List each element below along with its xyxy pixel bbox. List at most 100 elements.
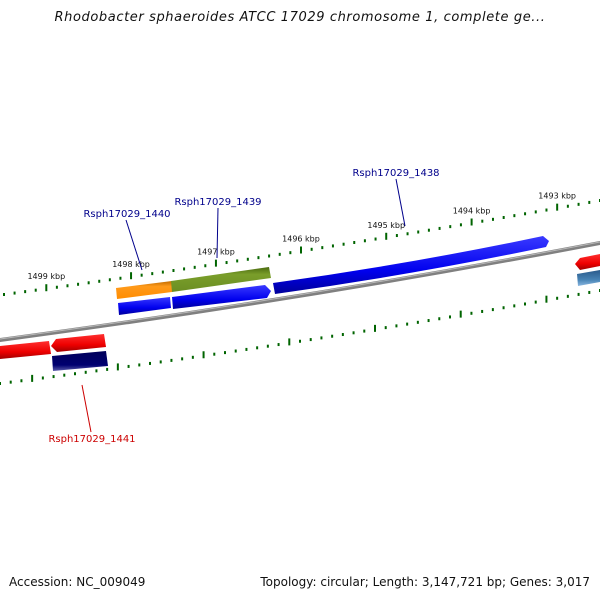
ruler-minor-tick xyxy=(342,242,345,246)
ruler-minor-tick xyxy=(545,208,548,212)
ruler-minor-tick xyxy=(534,210,537,214)
gene-label-rsph17029-1440[interactable]: Rsph17029_1440 xyxy=(83,209,170,220)
ruler-minor-tick xyxy=(406,322,409,326)
gene-label-rsph17029-1441[interactable]: Rsph17029_1441 xyxy=(48,434,135,445)
ruler-minor-tick xyxy=(140,273,143,277)
gene-label-rsph17029-1439[interactable]: Rsph17029_1439 xyxy=(174,197,261,208)
ruler-minor-tick xyxy=(84,370,87,374)
ruler-minor-tick xyxy=(502,306,505,310)
ruler-minor-tick xyxy=(181,357,184,361)
chromosome-backbone xyxy=(0,241,600,342)
ruler-minor-tick xyxy=(77,282,80,286)
ruler-major-tick xyxy=(214,259,217,267)
ruler-minor-tick xyxy=(225,261,228,265)
ruler-minor-tick xyxy=(513,214,516,218)
ruler-minor-tick xyxy=(20,379,23,383)
ruler-minor-tick xyxy=(459,223,462,227)
gene-arrow-rsph17029-1441[interactable] xyxy=(52,351,108,371)
ruler-minor-tick xyxy=(159,360,162,364)
upper-ruler: 1499 kbp 1498 kbp 1497 kbp 1496 kbp 1495 kbp… xyxy=(3,192,600,296)
gene-arrow-rsph17029-1438[interactable] xyxy=(273,236,549,294)
accession-text: Accession: NC_009049 xyxy=(9,575,146,589)
ruler-major-tick xyxy=(45,284,48,292)
gene-label-rsph17029-1438[interactable]: Rsph17029_1438 xyxy=(352,168,439,179)
gene-arrow-olive[interactable] xyxy=(171,267,271,292)
ruler-minor-tick xyxy=(331,244,334,248)
ruler-minor-tick xyxy=(13,291,16,295)
gene-arrow-rsph17029-1440[interactable] xyxy=(118,297,171,315)
ruler-minor-tick xyxy=(395,324,398,328)
ruler-minor-tick xyxy=(406,232,409,236)
ruler-minor-tick xyxy=(588,290,591,294)
ruler-minor-tick xyxy=(87,281,90,285)
ruler-minor-tick xyxy=(234,349,237,353)
chromosome-backbone-highlight xyxy=(0,241,600,340)
ruler-minor-tick xyxy=(577,292,580,296)
ruler-minor-tick xyxy=(310,247,313,251)
ruler-minor-tick xyxy=(277,343,280,347)
ruler-major-tick xyxy=(288,338,291,346)
ruler-minor-tick xyxy=(98,279,101,283)
ruler-major-tick xyxy=(116,363,119,371)
gene-arrow-red-left-edge[interactable] xyxy=(0,341,51,359)
ruler-minor-tick xyxy=(320,336,323,340)
ruler-minor-tick xyxy=(566,204,569,208)
ruler-minor-tick xyxy=(63,373,66,377)
ruler-minor-tick xyxy=(236,259,239,263)
ruler-minor-tick xyxy=(449,225,452,229)
callout-line-1440 xyxy=(125,219,143,271)
ruler-minor-tick xyxy=(193,265,196,269)
ruler-tick-label: 1496 kbp xyxy=(282,235,320,244)
ruler-tick-label: 1494 kbp xyxy=(453,207,491,216)
ruler-minor-tick xyxy=(204,264,207,268)
ruler-minor-tick xyxy=(534,300,537,304)
ruler-tick-label: 1493 kbp xyxy=(538,192,576,201)
ruler-minor-tick xyxy=(353,240,356,244)
ruler-minor-tick xyxy=(470,311,473,315)
ruler-minor-tick xyxy=(321,246,324,250)
gene-arrow-steel-right-edge[interactable] xyxy=(577,270,600,286)
ruler-minor-tick xyxy=(191,355,194,359)
ruler-minor-tick xyxy=(577,202,580,206)
ruler-minor-tick xyxy=(41,376,44,380)
gene-arrow-orange[interactable] xyxy=(116,281,172,299)
ruler-minor-tick xyxy=(309,338,312,342)
ruler-minor-tick xyxy=(491,308,494,312)
ruler-minor-tick xyxy=(331,334,334,338)
ruler-major-tick xyxy=(374,324,376,332)
ruler-minor-tick xyxy=(151,272,154,276)
ruler-minor-tick xyxy=(52,375,55,379)
ruler-minor-tick xyxy=(266,344,269,348)
ruler-minor-tick xyxy=(246,257,249,261)
ruler-minor-tick xyxy=(224,351,226,355)
ruler-minor-tick xyxy=(363,329,366,333)
ruler-minor-tick xyxy=(213,352,216,356)
gene-arrow-red-reverse[interactable] xyxy=(51,334,106,352)
ruler-minor-tick xyxy=(588,200,591,204)
ruler-minor-tick xyxy=(66,284,69,288)
ruler-minor-tick xyxy=(183,267,186,271)
ruler-minor-tick xyxy=(416,320,419,324)
ruler-minor-tick xyxy=(268,254,271,258)
ruler-major-tick xyxy=(556,203,559,211)
gene-arrow-rsph17029-1439[interactable] xyxy=(172,285,271,309)
callout-line-1439 xyxy=(216,207,219,259)
ruler-minor-tick xyxy=(119,276,122,280)
gene-arrow-red-right-edge[interactable] xyxy=(575,254,600,270)
ruler-minor-tick xyxy=(108,278,111,282)
ruler-major-tick xyxy=(202,351,205,359)
ruler-minor-tick xyxy=(491,217,494,221)
ruler-minor-tick xyxy=(481,219,484,223)
ruler-minor-tick xyxy=(427,228,430,232)
ruler-minor-tick xyxy=(384,326,387,330)
ruler-minor-tick xyxy=(427,319,430,323)
ruler-minor-tick xyxy=(513,304,516,308)
ruler-major-tick xyxy=(31,374,34,382)
ruler-minor-tick xyxy=(74,372,76,376)
ruler-minor-tick xyxy=(524,302,526,306)
ruler-major-tick xyxy=(470,218,473,226)
ruler-minor-tick xyxy=(34,288,37,292)
map-title: Rhodobacter sphaeroides ATCC 17029 chrom… xyxy=(54,10,546,25)
ruler-minor-tick xyxy=(438,226,441,230)
